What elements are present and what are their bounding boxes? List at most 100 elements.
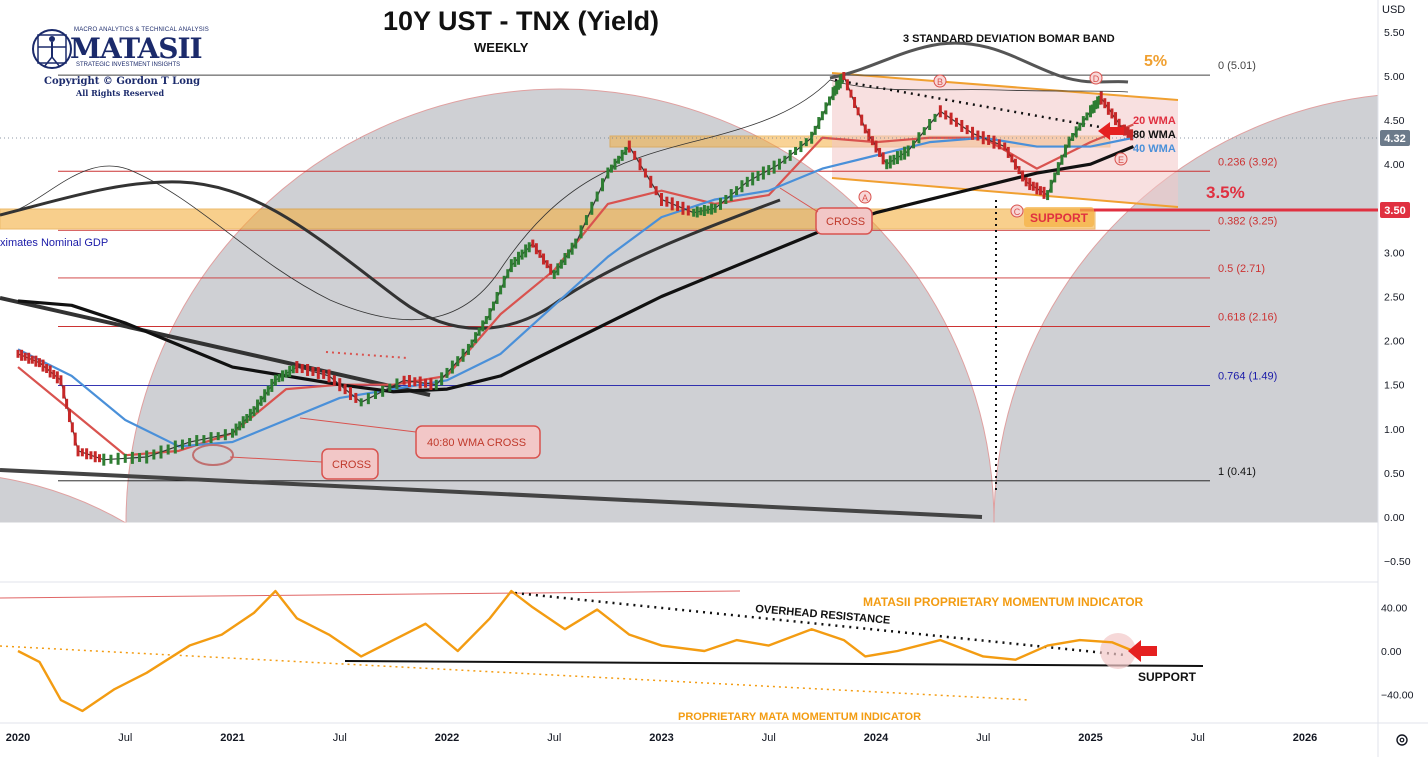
- x-tick-label: Jul: [762, 732, 776, 744]
- candle: [37, 358, 41, 368]
- time-x-axis: 2020 Jul 2021 Jul 2022 Jul 2023 Jul 2024 Jul 2025 J…: [6, 732, 1317, 744]
- settings-gear-icon[interactable]: [1395, 733, 1409, 747]
- wma80-label: 80 WMA: [1133, 129, 1176, 141]
- candle: [1114, 112, 1118, 126]
- candle: [1035, 182, 1039, 195]
- candle: [1031, 181, 1035, 191]
- candle: [885, 159, 889, 170]
- candle: [374, 390, 377, 399]
- candle: [556, 263, 560, 276]
- y-tick-label: 0.00: [1384, 512, 1405, 524]
- candle: [706, 205, 710, 214]
- candle: [692, 208, 696, 217]
- candle: [481, 320, 485, 332]
- candle: [579, 225, 583, 239]
- candle: [1122, 124, 1126, 136]
- price-y-axis: −0.50 0.00 0.50 1.00 1.50 2.00 2.50 3.00 3.50 4.0…: [1384, 27, 1411, 568]
- candle: [327, 369, 331, 383]
- candle: [833, 85, 837, 96]
- candle: [354, 392, 358, 403]
- cycle-arc-2: [126, 89, 994, 523]
- candle: [1010, 154, 1014, 163]
- candle: [794, 146, 798, 155]
- candle: [477, 327, 481, 336]
- svg-text:D: D: [1093, 74, 1100, 84]
- candle: [831, 87, 835, 101]
- long-trendline-upper: [0, 296, 431, 397]
- candle: [1046, 190, 1050, 201]
- cycle-arc-3: [994, 95, 1378, 523]
- candle: [248, 408, 252, 421]
- last-price-tag: [1380, 130, 1410, 146]
- candle: [767, 165, 771, 176]
- candle: [1078, 122, 1082, 131]
- candle: [863, 124, 867, 134]
- candle: [933, 113, 937, 122]
- x-tick-label: 2022: [435, 732, 459, 744]
- candle: [1085, 112, 1089, 121]
- candle: [424, 378, 428, 388]
- vitruvian-emblem-icon: [32, 29, 72, 69]
- cross-label-lower: CROSS: [332, 459, 371, 471]
- candle: [820, 111, 824, 121]
- candle: [295, 361, 299, 374]
- candle: [783, 155, 787, 164]
- level-price-label: 3.50: [1384, 205, 1405, 217]
- momentum-line: [17, 589, 1134, 713]
- bomar-thin-upper: [0, 79, 1129, 321]
- candle: [343, 384, 347, 395]
- candle: [48, 365, 52, 378]
- candle: [590, 201, 594, 215]
- candle: [1028, 178, 1032, 191]
- candle: [542, 253, 546, 265]
- x-tick-label: Jul: [333, 732, 347, 744]
- candle: [273, 374, 277, 386]
- candle: [166, 444, 170, 455]
- currency-selector[interactable]: USD: [1382, 4, 1406, 16]
- y-tick-label: 4.50: [1384, 115, 1405, 127]
- candle: [238, 421, 242, 431]
- mom-tick-label: 40.00: [1381, 602, 1407, 614]
- wma-cross-label: 40:80 WMA CROSS: [427, 437, 526, 449]
- candle: [835, 81, 839, 95]
- candle: [676, 201, 680, 212]
- candle: [944, 110, 948, 120]
- candle: [34, 355, 38, 367]
- candle: [660, 192, 663, 206]
- candle: [1130, 129, 1134, 141]
- candle: [266, 385, 270, 396]
- candle: [402, 375, 406, 385]
- x-tick-label: Jul: [976, 732, 990, 744]
- candle: [418, 376, 422, 389]
- candle: [895, 151, 899, 165]
- momentum-dotted-lower: [0, 645, 1031, 701]
- candle: [912, 140, 916, 149]
- candle: [1042, 186, 1046, 199]
- candle: [960, 119, 964, 132]
- cycle-arc-1: [0, 477, 126, 523]
- candle: [461, 348, 465, 362]
- candle: [491, 301, 495, 311]
- candle: [93, 451, 97, 463]
- candle: [89, 451, 93, 460]
- candle: [1099, 91, 1103, 105]
- candle: [824, 102, 828, 115]
- candle: [474, 332, 478, 344]
- candle: [997, 139, 1001, 150]
- candle: [549, 263, 553, 275]
- candle: [130, 451, 134, 464]
- candle: [30, 355, 34, 364]
- candle: [41, 359, 45, 372]
- candle: [429, 377, 433, 390]
- long-trendline-lower: [0, 468, 983, 519]
- fib-label-4: 0.618 (2.16): [1218, 311, 1277, 323]
- candle: [1126, 126, 1130, 138]
- candle: [987, 134, 991, 145]
- candle: [116, 452, 120, 465]
- candle: [853, 96, 857, 108]
- cross-label-upper: CROSS: [826, 216, 865, 228]
- candle: [563, 253, 567, 266]
- bomar-band-lower-long: [0, 180, 781, 330]
- five-percent-label: 5%: [1144, 53, 1167, 70]
